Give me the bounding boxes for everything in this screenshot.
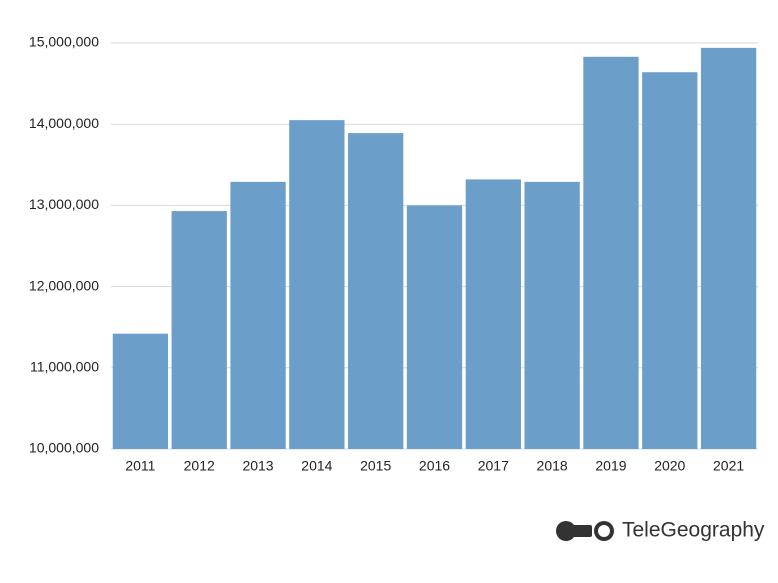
bar	[171, 211, 227, 449]
bar	[465, 179, 521, 449]
y-tick-label: 11,000,000	[30, 359, 99, 375]
y-tick-label: 15,000,000	[29, 34, 99, 50]
x-tick-label: 2013	[242, 458, 273, 474]
x-tick-label: 2021	[713, 458, 744, 474]
y-tick-label: 14,000,000	[29, 115, 99, 131]
x-tick-label: 2018	[537, 458, 568, 474]
x-tick-label: 2011	[125, 458, 155, 474]
x-tick-label: 2017	[478, 458, 509, 474]
y-tick-label: 10,000,000	[29, 440, 99, 456]
x-tick-label: 2016	[419, 458, 450, 474]
x-tick-label: 2015	[360, 458, 391, 474]
y-tick-label: 12,000,000	[29, 277, 99, 293]
bar	[642, 72, 698, 450]
logo-icon	[598, 525, 610, 537]
bar	[230, 181, 286, 450]
bar	[524, 181, 580, 450]
x-tick-label: 2019	[595, 458, 626, 474]
brand-logo: TeleGeography	[556, 519, 765, 542]
y-tick-label: 13,000,000	[29, 196, 99, 212]
bar	[289, 120, 345, 449]
bar	[112, 333, 169, 449]
logo-icon	[570, 525, 592, 537]
x-tick-label: 2012	[184, 458, 215, 474]
bar	[583, 56, 639, 449]
bar	[700, 47, 757, 449]
bar	[406, 205, 463, 449]
bar	[348, 133, 404, 449]
brand-name: TeleGeography	[622, 519, 765, 542]
x-tick-label: 2014	[301, 458, 332, 474]
x-tick-label: 2020	[654, 458, 685, 474]
